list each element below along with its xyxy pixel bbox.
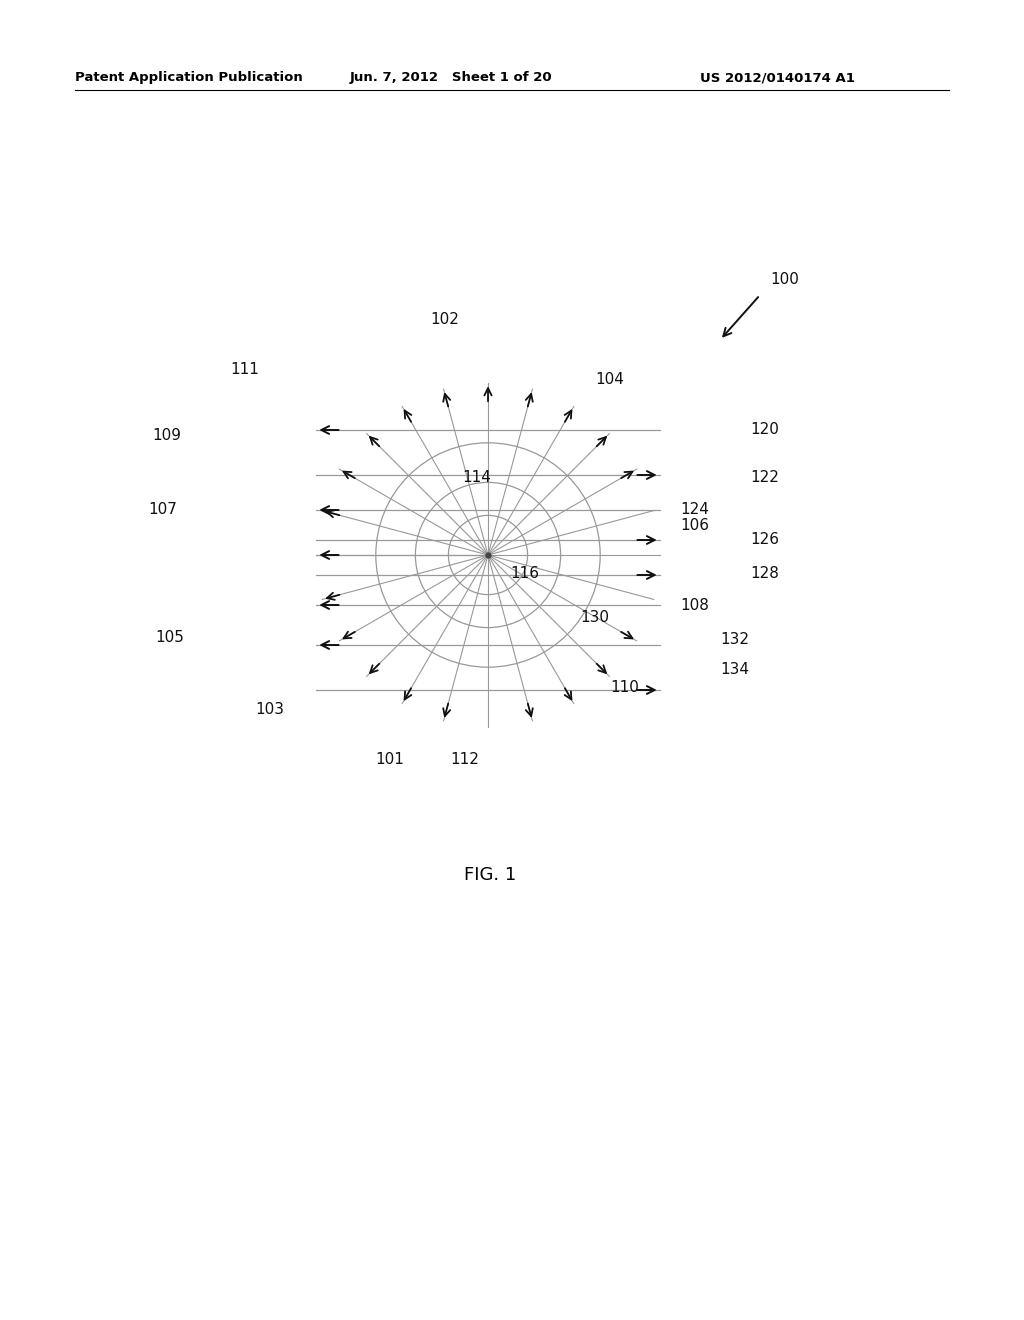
Text: 104: 104 — [595, 372, 624, 388]
Text: 116: 116 — [510, 565, 539, 581]
Text: 106: 106 — [680, 517, 709, 532]
Text: 107: 107 — [148, 503, 177, 517]
Text: 108: 108 — [680, 598, 709, 612]
Text: 122: 122 — [750, 470, 779, 486]
Text: 128: 128 — [750, 565, 779, 581]
Text: US 2012/0140174 A1: US 2012/0140174 A1 — [700, 71, 855, 84]
Text: 102: 102 — [430, 313, 459, 327]
Text: 101: 101 — [375, 752, 403, 767]
Text: 112: 112 — [450, 752, 479, 767]
Text: 120: 120 — [750, 422, 779, 437]
Text: 132: 132 — [720, 632, 749, 648]
Text: 109: 109 — [152, 428, 181, 442]
Text: 130: 130 — [580, 610, 609, 626]
Text: 105: 105 — [155, 631, 184, 645]
Text: 114: 114 — [462, 470, 490, 486]
Text: 134: 134 — [720, 663, 749, 677]
Text: 124: 124 — [680, 503, 709, 517]
Text: 110: 110 — [610, 681, 639, 696]
Text: FIG. 1: FIG. 1 — [464, 866, 516, 884]
Text: 100: 100 — [770, 272, 799, 288]
Text: 126: 126 — [750, 532, 779, 548]
Text: Jun. 7, 2012   Sheet 1 of 20: Jun. 7, 2012 Sheet 1 of 20 — [350, 71, 553, 84]
Text: 103: 103 — [255, 702, 284, 718]
Text: Patent Application Publication: Patent Application Publication — [75, 71, 303, 84]
Text: 111: 111 — [230, 363, 259, 378]
